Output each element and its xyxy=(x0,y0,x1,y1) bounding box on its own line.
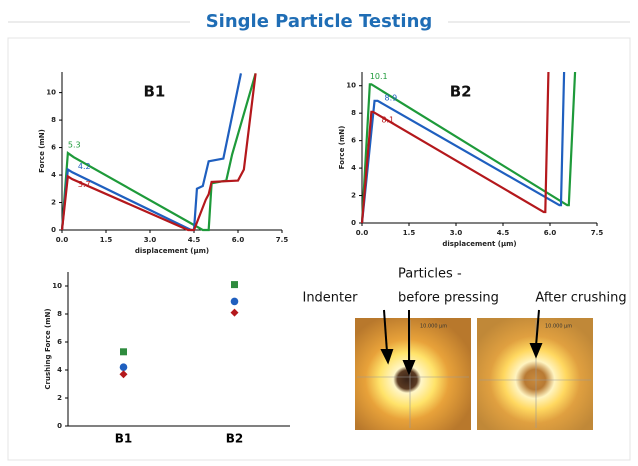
annotation: 3.7 xyxy=(78,180,91,189)
y-tick-label: 10 xyxy=(46,89,56,97)
after-label: After crushing xyxy=(535,291,626,306)
marker xyxy=(119,370,128,379)
series-line xyxy=(60,73,243,232)
series-line xyxy=(360,71,577,224)
y-tick-label: 0 xyxy=(57,422,62,430)
x-axis-label: displacement (µm) xyxy=(442,240,516,248)
x-tick-label: 3.0 xyxy=(450,229,463,237)
marker xyxy=(231,281,238,289)
y-tick-label: 2 xyxy=(57,394,62,402)
y-tick-label: 0 xyxy=(51,226,56,234)
annotation: 10.1 xyxy=(370,72,388,81)
marker xyxy=(230,297,239,306)
chart-title: B2 xyxy=(450,83,472,101)
x-tick-label: 3.0 xyxy=(144,236,157,244)
y-tick-label: 6 xyxy=(51,144,56,152)
annotation: 4.2 xyxy=(78,162,91,171)
annotation: 8.9 xyxy=(385,93,398,102)
slide-title: Single Particle Testing xyxy=(206,11,433,32)
arrow-head xyxy=(529,343,543,359)
y-tick-label: 2 xyxy=(51,199,56,207)
x-axis-label: displacement (µm) xyxy=(135,247,209,255)
marker xyxy=(230,308,239,317)
y-axis-label: Force (mN) xyxy=(38,129,46,173)
x-tick-label: B1 xyxy=(115,432,133,446)
x-tick-label: 6.0 xyxy=(544,229,557,237)
x-tick-label: 1.5 xyxy=(100,236,113,244)
scale-label: 10.000 µm xyxy=(545,324,572,330)
arrow-head xyxy=(380,349,394,365)
frame xyxy=(7,37,631,461)
y-axis-label: Force (mN) xyxy=(338,126,346,170)
y-axis-label: Crushing Force (mN) xyxy=(44,308,52,389)
chart-title: B1 xyxy=(143,83,165,101)
annotation: 8.1 xyxy=(381,115,394,124)
y-tick-label: 10 xyxy=(52,282,62,290)
y-tick-label: 8 xyxy=(351,109,356,117)
arrow-head xyxy=(402,360,416,376)
arrow xyxy=(535,309,540,347)
marker xyxy=(119,363,128,372)
y-tick-label: 8 xyxy=(57,310,62,318)
y-tick-label: 6 xyxy=(57,338,62,346)
series-line xyxy=(360,71,550,224)
y-tick-label: 6 xyxy=(351,137,356,145)
x-tick-label: 0.0 xyxy=(356,229,369,237)
x-tick-label: 4.5 xyxy=(188,236,201,244)
y-tick-label: 10 xyxy=(346,82,356,90)
particles-label: before pressing xyxy=(398,291,499,306)
x-tick-label: 4.5 xyxy=(497,229,510,237)
series-line xyxy=(360,71,566,224)
x-tick-label: 1.5 xyxy=(403,229,416,237)
series-line xyxy=(60,73,257,232)
photo-after xyxy=(477,318,593,430)
x-tick-label: 7.5 xyxy=(591,229,604,237)
marker xyxy=(120,348,127,356)
arrows xyxy=(380,309,543,376)
annotation: 5.3 xyxy=(68,141,81,150)
y-tick-label: 0 xyxy=(351,219,356,227)
y-tick-label: 8 xyxy=(51,116,56,124)
x-tick-label: 7.5 xyxy=(276,236,289,244)
scale-label: 10.000 µm xyxy=(420,324,447,330)
photos: 10.000 µm 10.000 µm Indenter Particles -… xyxy=(302,267,627,430)
photo-before xyxy=(355,318,471,430)
indenter-label: Indenter xyxy=(302,291,358,306)
x-tick-label: 6.0 xyxy=(232,236,245,244)
arrow xyxy=(383,309,388,353)
particles-label: Particles - xyxy=(398,267,462,282)
y-tick-label: 4 xyxy=(351,164,356,172)
x-tick-label: B2 xyxy=(226,432,244,446)
x-tick-label: 0.0 xyxy=(56,236,69,244)
series-line xyxy=(60,73,257,232)
y-tick-label: 2 xyxy=(351,192,356,200)
y-tick-label: 4 xyxy=(57,366,62,374)
y-tick-label: 4 xyxy=(51,171,56,179)
